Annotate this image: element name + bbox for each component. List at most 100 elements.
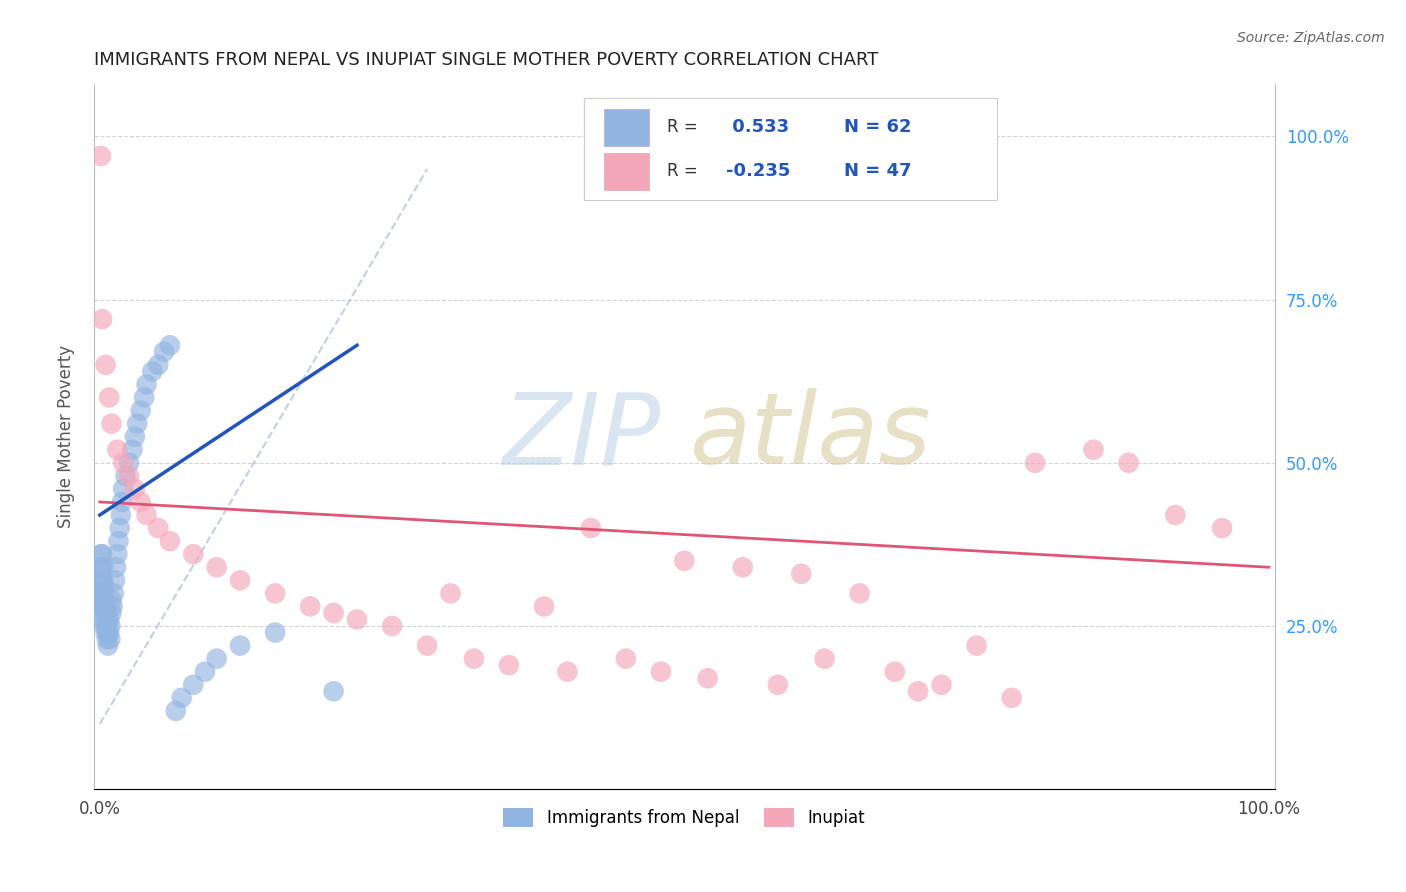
Point: [1118, 456, 1140, 470]
Point: [107, 534, 129, 549]
Point: [94, 625, 117, 640]
Point: [94, 358, 117, 372]
Point: [97, 625, 120, 640]
Point: [1164, 508, 1187, 522]
Point: [557, 665, 579, 679]
Point: [104, 574, 127, 588]
Point: [148, 358, 170, 372]
Point: [907, 684, 929, 698]
Point: [91, 574, 114, 588]
FancyBboxPatch shape: [583, 98, 997, 201]
Point: [90, 586, 112, 600]
Point: [766, 678, 789, 692]
Point: [91, 547, 114, 561]
Point: [96, 606, 118, 620]
Text: -0.235: -0.235: [725, 162, 790, 180]
Point: [883, 665, 905, 679]
Point: [93, 606, 115, 620]
Point: [381, 619, 404, 633]
Text: 0.533: 0.533: [725, 119, 789, 136]
Point: [579, 521, 602, 535]
Point: [1024, 456, 1046, 470]
Point: [127, 417, 149, 431]
Point: [114, 468, 136, 483]
Text: atlas: atlas: [690, 388, 932, 485]
Point: [91, 312, 114, 326]
Point: [110, 508, 132, 522]
Point: [463, 651, 485, 665]
Point: [100, 417, 122, 431]
Point: [931, 678, 953, 692]
Point: [105, 547, 128, 561]
Point: [112, 482, 135, 496]
Point: [194, 665, 217, 679]
Point: [124, 430, 146, 444]
Bar: [605, 153, 650, 190]
Point: [673, 554, 696, 568]
Point: [90, 560, 112, 574]
Point: [790, 566, 813, 581]
Point: [153, 344, 176, 359]
Point: [91, 560, 114, 574]
Point: [97, 639, 120, 653]
Point: [98, 625, 121, 640]
Point: [121, 442, 143, 457]
Point: [93, 580, 115, 594]
Bar: [605, 109, 650, 145]
Point: [108, 521, 131, 535]
Legend: Immigrants from Nepal, Inupiat: Immigrants from Nepal, Inupiat: [496, 801, 872, 834]
Point: [91, 612, 114, 626]
Point: [498, 658, 520, 673]
Point: [101, 599, 124, 614]
Point: [264, 625, 287, 640]
Point: [181, 547, 204, 561]
Point: [346, 612, 368, 626]
Text: N = 47: N = 47: [844, 162, 911, 180]
Point: [205, 560, 228, 574]
Point: [159, 338, 181, 352]
Point: [93, 619, 115, 633]
Point: [105, 560, 128, 574]
Point: [439, 586, 461, 600]
Point: [91, 560, 114, 574]
Point: [90, 149, 112, 163]
Point: [135, 377, 157, 392]
Point: [731, 560, 754, 574]
Point: [90, 547, 112, 561]
Point: [322, 684, 344, 698]
Point: [159, 534, 181, 549]
Point: [416, 639, 439, 653]
Point: [264, 586, 287, 600]
Point: [229, 639, 252, 653]
Point: [322, 606, 344, 620]
Point: [94, 599, 117, 614]
Point: [98, 391, 121, 405]
Point: [103, 586, 125, 600]
Point: [98, 619, 121, 633]
Text: R =: R =: [666, 119, 703, 136]
Point: [96, 632, 118, 646]
Text: IMMIGRANTS FROM NEPAL VS INUPIAT SINGLE MOTHER POVERTY CORRELATION CHART: IMMIGRANTS FROM NEPAL VS INUPIAT SINGLE …: [94, 51, 879, 69]
Point: [170, 690, 193, 705]
Point: [118, 468, 141, 483]
Point: [148, 521, 170, 535]
Point: [105, 442, 128, 457]
Point: [848, 586, 870, 600]
Point: [1083, 442, 1105, 457]
Point: [124, 482, 146, 496]
Text: ZIP: ZIP: [502, 388, 661, 485]
Text: N = 62: N = 62: [844, 119, 911, 136]
Point: [181, 678, 204, 692]
Point: [813, 651, 835, 665]
Point: [100, 593, 122, 607]
Point: [129, 495, 152, 509]
Point: [91, 599, 114, 614]
Point: [614, 651, 637, 665]
Point: [696, 671, 718, 685]
Point: [93, 593, 115, 607]
Point: [91, 574, 114, 588]
Point: [205, 651, 228, 665]
Point: [100, 606, 122, 620]
Point: [165, 704, 187, 718]
Point: [1001, 690, 1024, 705]
